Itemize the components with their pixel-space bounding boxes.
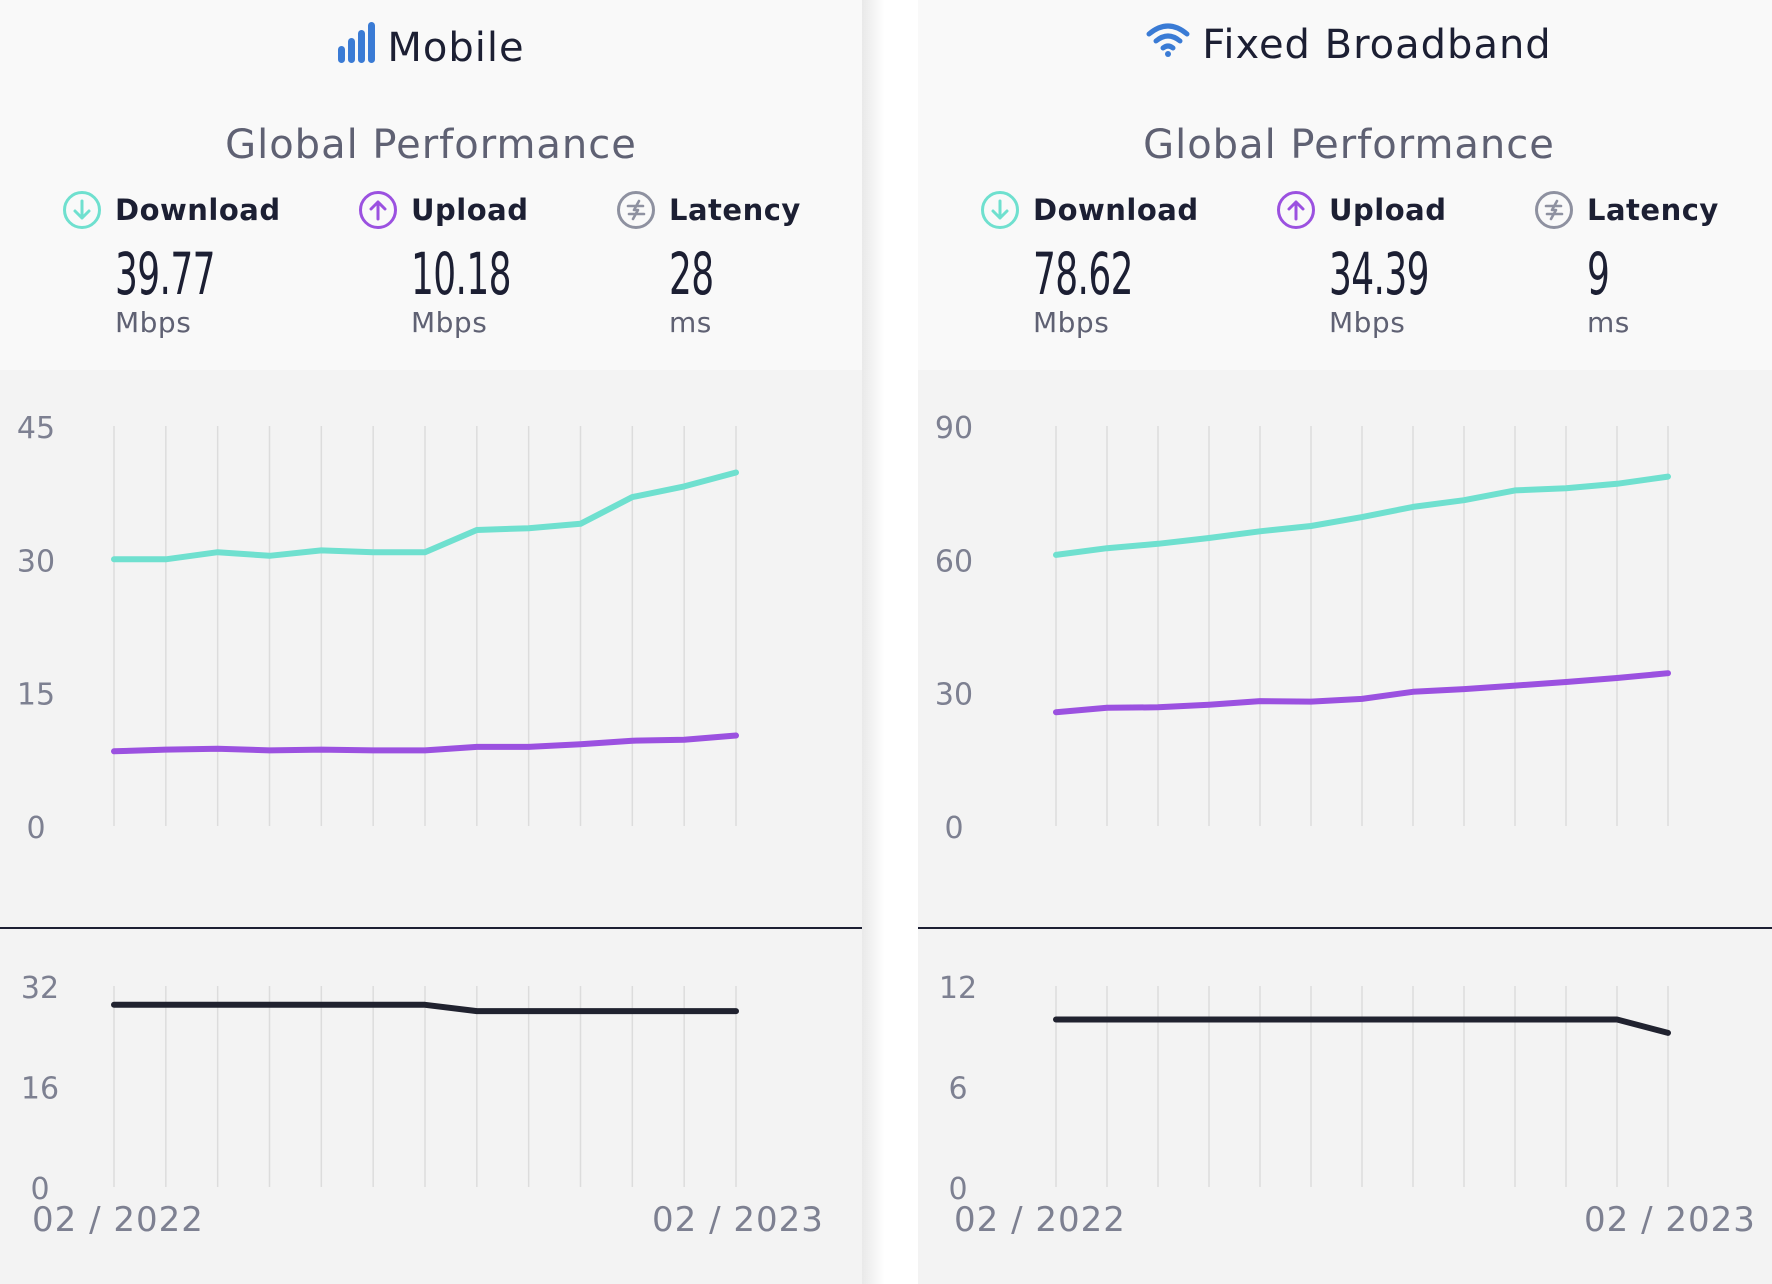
download-arrow-icon [981, 191, 1019, 229]
download-value: 39.77 [115, 240, 215, 308]
latency-icon [617, 191, 655, 229]
latency-unit: ms [1587, 306, 1630, 339]
y-tick-label: 90 [935, 411, 973, 446]
y-tick-label: 0 [948, 1172, 967, 1207]
download-value: 78.62 [1033, 240, 1133, 308]
upload-series-line [111, 732, 739, 755]
download-arrow-icon [63, 191, 101, 229]
section-title: Global Performance [225, 122, 637, 168]
mobile-charts: 0 15 30 45 0 16 32 [0, 411, 862, 1207]
section-title: Global Performance [1143, 122, 1555, 168]
latency-label: Latency [669, 193, 801, 227]
latency-unit: ms [669, 306, 712, 339]
y-tick-label: 0 [26, 811, 45, 846]
download-unit: Mbps [115, 306, 192, 339]
x-axis-end-label: 02 / 2023 [652, 1200, 824, 1240]
download-metric: Download 39.77 Mbps [62, 190, 281, 339]
upload-unit: Mbps [1329, 306, 1406, 339]
upload-metric: Upload 34.39 Mbps [1276, 190, 1490, 339]
latency-metric: Latency 9 ms [1534, 190, 1719, 339]
download-metric: Download 78.62 Mbps [980, 190, 1199, 339]
y-tick-label: 0 [30, 1172, 49, 1207]
y-tick-label: 15 [17, 678, 55, 713]
x-axis-start-label: 02 / 2022 [32, 1200, 204, 1240]
latency-label: Latency [1587, 193, 1719, 227]
latency-series-line [111, 1001, 739, 1015]
y-tick-label: 30 [17, 544, 55, 579]
upload-metric: Upload 10.18 Mbps [358, 190, 572, 339]
y-tick-label: 0 [944, 811, 963, 846]
upload-unit: Mbps [411, 306, 488, 339]
download-series-line [1053, 473, 1671, 558]
signal-bars-icon [337, 22, 376, 74]
x-axis-start-label: 02 / 2022 [954, 1200, 1126, 1240]
latency-value: 9 [1587, 240, 1610, 308]
latency-icon [1535, 191, 1573, 229]
latency-metric: Latency 28 ms [616, 190, 801, 339]
fixed-broadband-panel: Fixed Broadband Global Performance Downl… [918, 0, 1772, 1284]
x-axis-end-label: 02 / 2023 [1584, 1200, 1756, 1240]
y-tick-label: 30 [935, 678, 973, 713]
y-tick-label: 32 [21, 971, 59, 1006]
y-tick-label: 45 [17, 411, 55, 446]
download-label: Download [115, 193, 281, 227]
y-tick-label: 16 [21, 1072, 59, 1107]
upload-label: Upload [411, 193, 529, 227]
mobile-panel: Mobile Global Performance Download 39.77… [0, 0, 862, 1284]
y-tick-label: 6 [948, 1072, 967, 1107]
upload-value: 10.18 [411, 240, 511, 308]
panel-divider [862, 0, 918, 1284]
latency-value: 28 [669, 240, 714, 308]
mobile-panel-header: Mobile Global Performance Download 39.77… [0, 0, 862, 370]
latency-series-line [1053, 1016, 1671, 1036]
connection-name: Mobile [387, 25, 525, 71]
upload-arrow-icon [359, 191, 397, 229]
connection-name: Fixed Broadband [1202, 22, 1552, 68]
wifi-icon [1146, 22, 1190, 68]
upload-label: Upload [1329, 193, 1447, 227]
upload-series-line [1053, 670, 1671, 716]
y-tick-label: 60 [935, 544, 973, 579]
download-unit: Mbps [1033, 306, 1110, 339]
fixed-broadband-charts: 0 30 60 90 0 6 12 [918, 411, 1772, 1207]
y-tick-label: 12 [939, 971, 977, 1006]
connection-title: Fixed Broadband [918, 22, 1772, 68]
connection-title: Mobile [0, 22, 862, 74]
upload-value: 34.39 [1329, 240, 1429, 308]
fixed-panel-header: Fixed Broadband Global Performance Downl… [918, 0, 1772, 370]
download-label: Download [1033, 193, 1199, 227]
download-series-line [111, 469, 739, 563]
upload-arrow-icon [1277, 191, 1315, 229]
